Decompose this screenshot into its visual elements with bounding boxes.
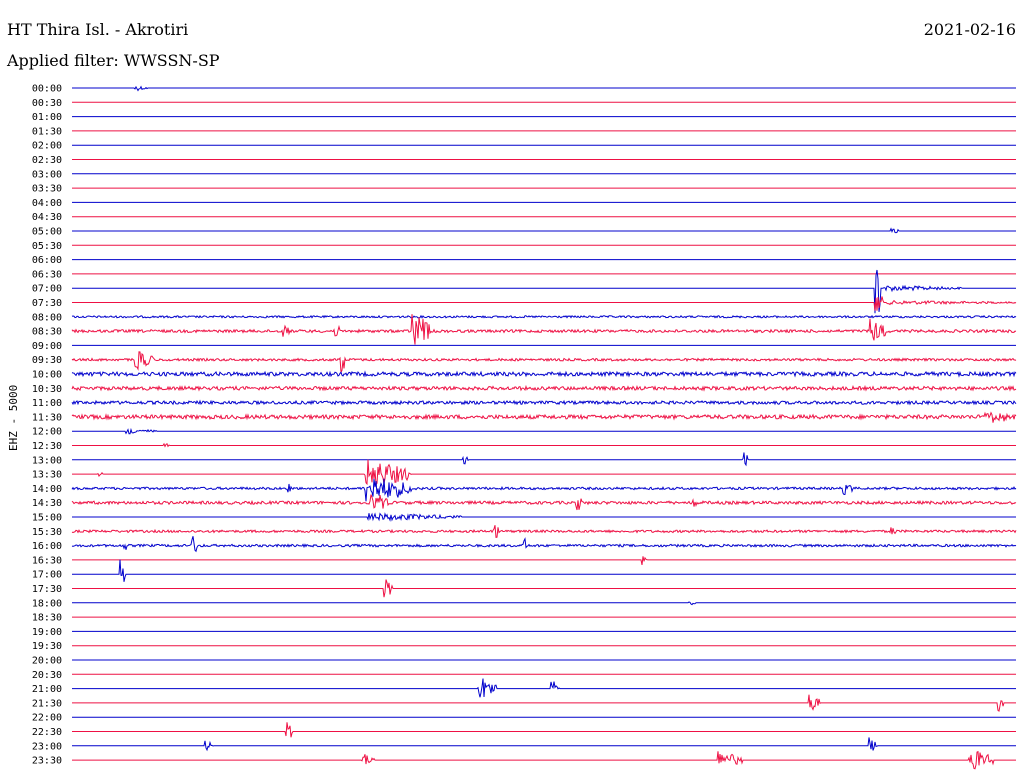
trace-line-0700 <box>72 269 1016 314</box>
row-time-label: 21:30 <box>32 698 62 709</box>
trace-line-1330 <box>72 459 1016 487</box>
row-time-label: 21:00 <box>32 684 62 695</box>
row-time-label: 11:00 <box>32 398 62 409</box>
trace-line-1300 <box>72 452 1016 467</box>
trace-line-1000 <box>71 370 1017 378</box>
trace-line-1130 <box>71 411 1017 423</box>
row-time-label: 20:30 <box>32 670 62 681</box>
row-time-label: 14:00 <box>32 484 62 495</box>
row-time-label: 11:30 <box>32 412 62 423</box>
row-time-label: 16:30 <box>32 555 62 566</box>
row-time-label: 17:30 <box>32 584 62 595</box>
trace-line-1800 <box>72 601 1016 606</box>
row-time-label: 23:00 <box>32 741 62 752</box>
row-time-label: 13:00 <box>32 455 62 466</box>
row-time-label: 15:00 <box>32 513 62 524</box>
trace-line-0800 <box>71 314 1017 319</box>
trace-line-2300 <box>72 737 1016 752</box>
row-time-label: 17:00 <box>32 570 62 581</box>
trace-line-1230 <box>72 442 1016 448</box>
trace-line-2130 <box>72 694 1016 712</box>
row-time-label: 12:00 <box>32 427 62 438</box>
row-time-label: 08:30 <box>32 327 62 338</box>
row-time-label: 15:30 <box>32 527 62 538</box>
row-time-label: 09:30 <box>32 355 62 366</box>
row-time-label: 03:00 <box>32 169 62 180</box>
row-time-label: 16:00 <box>32 541 62 552</box>
row-time-label: 01:00 <box>32 112 62 123</box>
trace-line-1100 <box>71 399 1017 406</box>
trace-line-1200 <box>72 427 1016 435</box>
row-time-label: 19:30 <box>32 641 62 652</box>
row-time-label: 00:00 <box>32 84 62 95</box>
trace-line-0930 <box>71 351 1017 375</box>
trace-line-2230 <box>72 722 1016 738</box>
trace-line-1600 <box>71 536 1017 553</box>
row-time-label: 20:00 <box>32 656 62 667</box>
trace-line-2100 <box>72 678 1016 698</box>
trace-line-0000 <box>72 85 1016 92</box>
row-time-label: 08:00 <box>32 312 62 323</box>
row-time-label: 07:30 <box>32 298 62 309</box>
trace-line-2330 <box>72 750 1016 770</box>
filter-subtitle: Applied filter: WWSSN-SP <box>7 51 220 70</box>
trace-line-1630 <box>72 556 1016 565</box>
row-time-label: 23:30 <box>32 756 62 767</box>
row-time-label: 04:00 <box>32 198 62 209</box>
row-time-label: 22:30 <box>32 727 62 738</box>
row-time-label: 02:00 <box>32 141 62 152</box>
row-time-label: 22:00 <box>32 713 62 724</box>
row-time-label: 14:30 <box>32 498 62 509</box>
station-title: HT Thira Isl. - Akrotiri <box>7 20 189 39</box>
row-time-label: 01:30 <box>32 126 62 137</box>
row-time-label: 04:30 <box>32 212 62 223</box>
row-time-label: 10:00 <box>32 370 62 381</box>
row-time-label: 00:30 <box>32 98 62 109</box>
trace-line-0500 <box>72 227 1016 234</box>
row-time-label: 03:30 <box>32 184 62 195</box>
row-time-label: 09:00 <box>32 341 62 352</box>
row-time-label: 07:00 <box>32 284 62 295</box>
row-time-label: 02:30 <box>32 155 62 166</box>
row-time-label: 10:30 <box>32 384 62 395</box>
row-time-label: 06:30 <box>32 269 62 280</box>
trace-line-1530 <box>71 525 1017 539</box>
row-time-label: 06:00 <box>32 255 62 266</box>
date-label: 2021-02-16 <box>923 20 1016 39</box>
row-time-label: 05:30 <box>32 241 62 252</box>
trace-line-1700 <box>72 559 1016 582</box>
trace-line-1430 <box>71 494 1017 511</box>
row-time-label: 18:30 <box>32 613 62 624</box>
row-time-label: 05:00 <box>32 227 62 238</box>
row-time-label: 18:00 <box>32 598 62 609</box>
row-time-label: 13:30 <box>32 470 62 481</box>
row-time-label: 19:00 <box>32 627 62 638</box>
trace-line-0730 <box>72 296 1017 311</box>
trace-line-0830 <box>71 314 1017 345</box>
trace-line-1400 <box>71 478 1017 502</box>
trace-line-1030 <box>71 384 1017 392</box>
trace-line-1730 <box>72 579 1016 598</box>
trace-line-1500 <box>72 512 1016 522</box>
row-time-label: 12:30 <box>32 441 62 452</box>
